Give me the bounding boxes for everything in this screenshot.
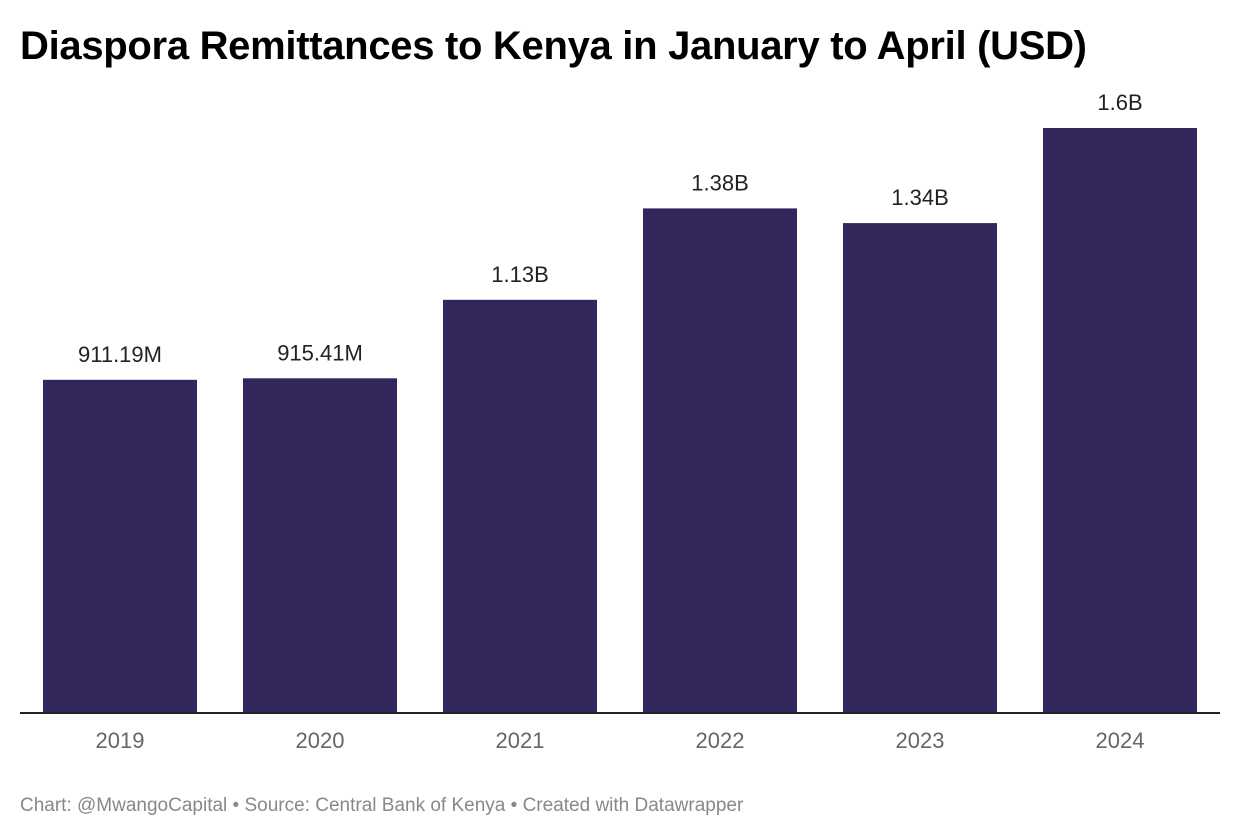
data-label-2020: 915.41M bbox=[277, 340, 363, 365]
data-label-2021: 1.13B bbox=[491, 262, 549, 287]
bar-2022[interactable] bbox=[643, 208, 797, 713]
x-tick-label-2020: 2020 bbox=[296, 728, 345, 753]
data-label-2024: 1.6B bbox=[1097, 90, 1142, 115]
source-credit[interactable]: Source: Central Bank of Kenya bbox=[244, 795, 506, 816]
footer-separator: • bbox=[227, 795, 245, 816]
x-tick-label-2022: 2022 bbox=[696, 728, 745, 753]
data-label-2023: 1.34B bbox=[891, 185, 949, 210]
data-label-2019: 911.19M bbox=[78, 342, 162, 367]
chart-title: Diaspora Remittances to Kenya in January… bbox=[20, 24, 1087, 68]
bar-2021[interactable] bbox=[443, 299, 597, 713]
bar-2019[interactable] bbox=[43, 379, 197, 713]
bar-2024[interactable] bbox=[1043, 128, 1197, 713]
x-tick-label-2024: 2024 bbox=[1096, 728, 1145, 753]
chart-footer: Chart: @MwangoCapital • Source: Central … bbox=[20, 794, 743, 818]
data-label-2022: 1.38B bbox=[691, 170, 749, 195]
x-tick-label-2021: 2021 bbox=[496, 728, 545, 753]
bar-2023[interactable] bbox=[843, 223, 997, 713]
footer-separator: • bbox=[505, 795, 523, 816]
x-tick-label-2023: 2023 bbox=[896, 728, 945, 753]
chart-credit[interactable]: Chart: @MwangoCapital bbox=[20, 795, 228, 816]
bar-chart: 911.19M 2019 915.41M 2020 1.13B 2021 1.38B 2022… bbox=[20, 90, 1220, 753]
bar-2020[interactable] bbox=[243, 378, 397, 713]
created-with-credit[interactable]: Created with Datawrapper bbox=[522, 795, 744, 816]
x-tick-label-2019: 2019 bbox=[96, 728, 145, 753]
